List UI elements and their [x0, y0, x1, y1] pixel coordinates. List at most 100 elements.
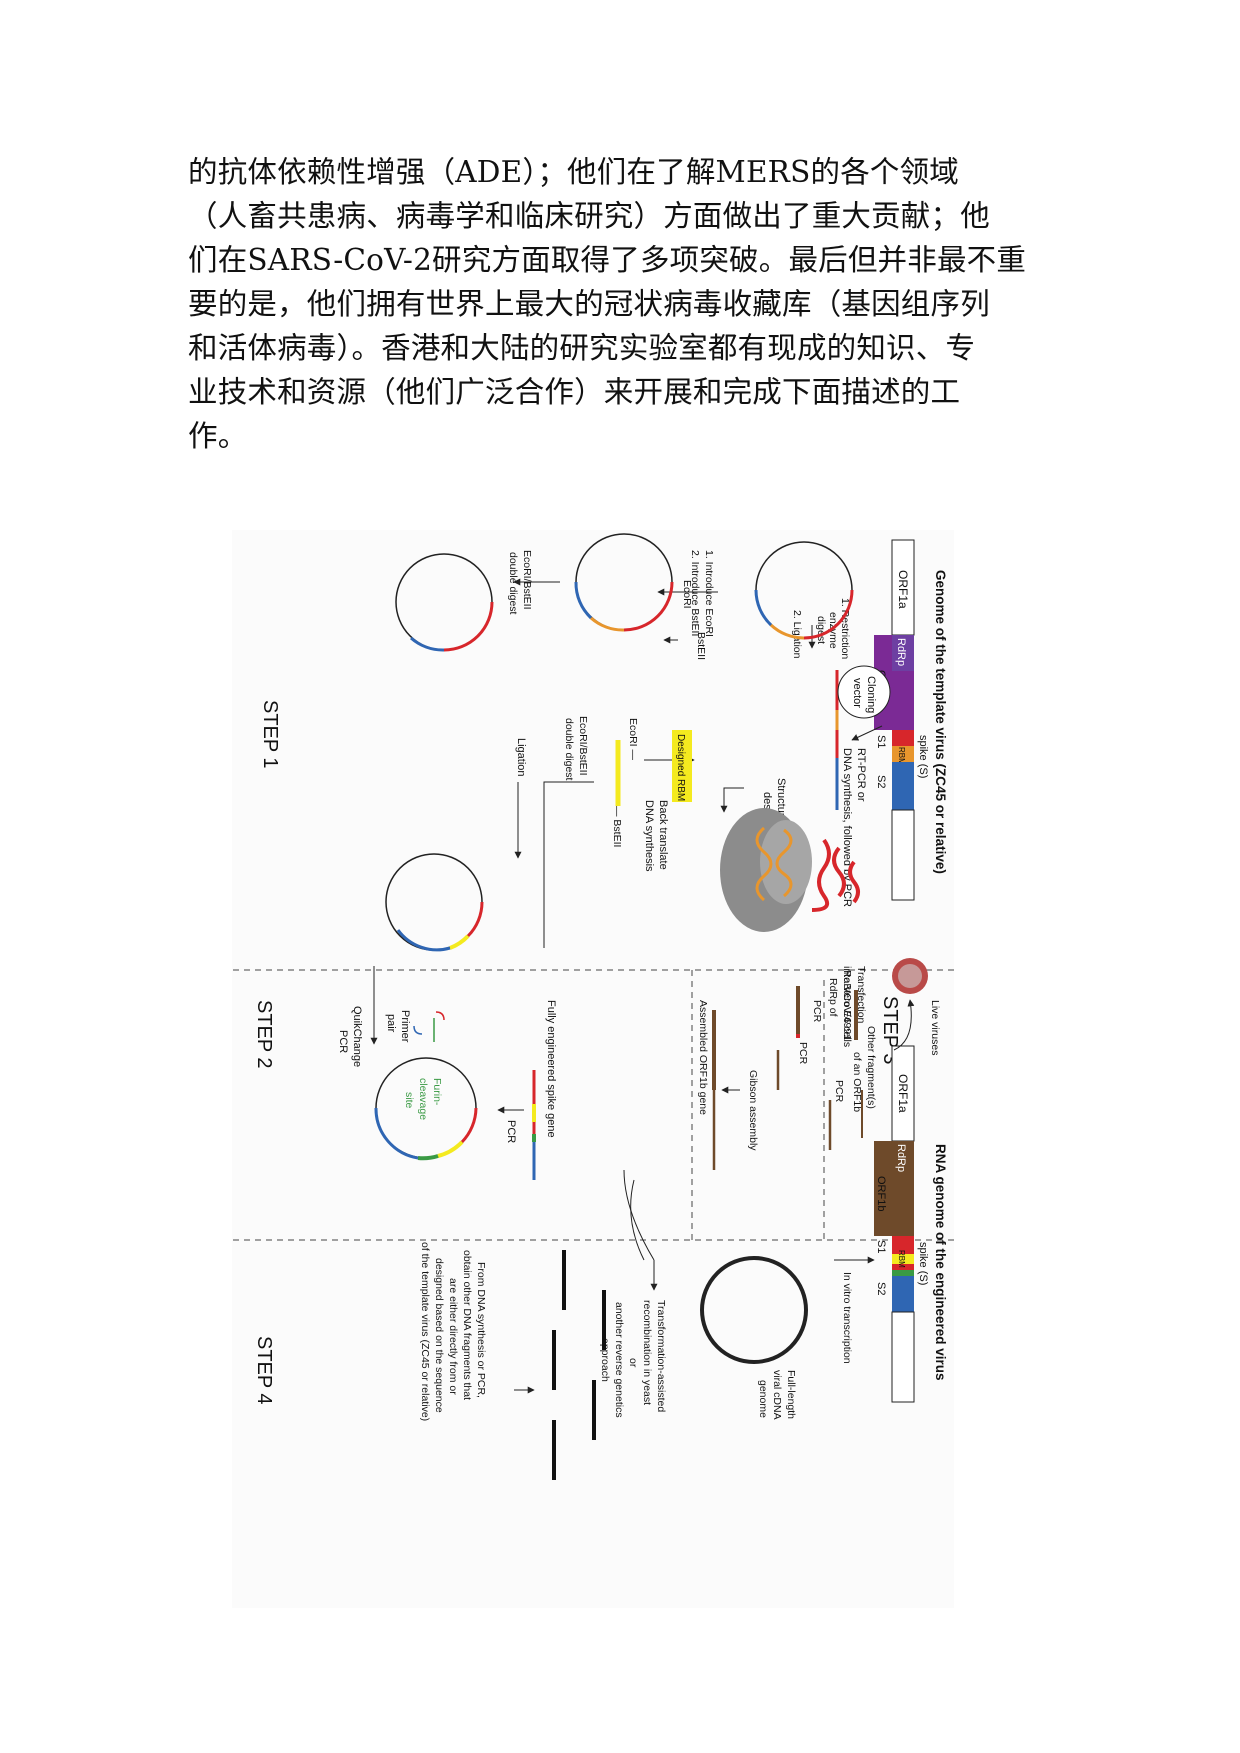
- cloning-vector: Cloning vector: [837, 665, 891, 719]
- step3-pcr-label-3: PCR: [833, 1080, 845, 1103]
- introduce-line-2: 2. Introduce BstEII: [689, 550, 701, 636]
- from-dna-line-1: From DNA synthesis or PCR,: [475, 1262, 487, 1398]
- restriction-line-1: 1. Restriction: [839, 598, 851, 659]
- rdrp-label: RdRp: [895, 638, 907, 666]
- double-digest-2-line-2: double digest: [563, 718, 575, 781]
- full-length-line-3: genome: [757, 1380, 769, 1418]
- plasmid-4: [385, 853, 484, 952]
- primer-pair-line-1: Primer: [399, 1010, 411, 1043]
- rtpcr-line-1: RT-PCR or: [855, 748, 867, 802]
- template-genome: Genome of the template virus (ZC45 or re…: [841, 539, 948, 907]
- paragraph-line: 的抗体依赖性增强（ADE）；他们在了解MERS的各个领域: [188, 155, 960, 189]
- furin-line-1: Furin-: [431, 1078, 443, 1106]
- double-digest-1-line-1: EcoRI/BstEII: [521, 550, 533, 610]
- back-translate-line-1: Back translate: [657, 800, 669, 870]
- rtpcr-arrow: [851, 725, 883, 741]
- restriction-line-4: 2. Ligation: [791, 610, 803, 659]
- furin-line-3: site: [403, 1092, 415, 1109]
- other-fragments-line-2: of an ORF1b: [851, 1052, 863, 1112]
- assembled-label: Assembled ORF1b gene: [697, 1000, 709, 1115]
- primer-pair-line-2: pair: [385, 1014, 397, 1033]
- rotated-diagram: Genome of the template virus (ZC45 or re…: [232, 533, 954, 1480]
- restriction-text: 1. Restriction enzyme digest 2. Ligation: [791, 598, 851, 659]
- dash-bsteii-label: — BstEII: [611, 806, 623, 847]
- cloning-vector-line-1: Cloning: [865, 676, 877, 713]
- designed-rbm-box: [672, 730, 692, 802]
- ligation-label: Ligation: [515, 738, 527, 777]
- quikchange-line-1: QuikChange: [351, 1006, 363, 1067]
- s2-label: S2: [875, 775, 887, 788]
- transformation-line-3: or: [627, 1358, 639, 1368]
- step1-label: STEP 1: [259, 700, 281, 769]
- ecori-label: EcoRI: [681, 580, 693, 609]
- s2-segment: [892, 762, 914, 810]
- restriction-line-3: digest: [815, 616, 827, 644]
- double-digest-2-line-1: EcoRI/BstEII: [577, 716, 589, 776]
- transformation-line-1: Transformation-assisted: [655, 1300, 667, 1412]
- transfection-line-2: into Vero E6 cells: [841, 966, 853, 1047]
- transfection-line-1: Transfection: [855, 966, 867, 1024]
- engineered-s2-label: S2: [875, 1282, 887, 1295]
- rbm-segment: [892, 746, 914, 762]
- engineered-orf1b-label: ORF1b: [875, 1176, 887, 1211]
- double-digest-1: EcoRI/BstEII double digest: [507, 550, 560, 615]
- orf1a-label: ORF1a: [896, 570, 910, 609]
- engineered-s1-label: S1: [875, 1240, 887, 1253]
- paragraph-line: （人畜共患病、病毒学和临床研究）方面做出了重大贡献；他: [188, 199, 990, 233]
- structure-guided-design: Structure-guided design: [720, 778, 860, 932]
- step2: Primer pair QuikChange PCR Furin- cleava: [253, 966, 557, 1180]
- plasmid-2: EcoRI BstEII: [574, 533, 707, 660]
- full-length-line-1: Full-length: [785, 1370, 797, 1419]
- introduce-line-1: 1. Introduce EcoRI: [703, 550, 715, 637]
- rdrp-of-line-1: RdRp of: [827, 978, 839, 1017]
- paragraph-line: 业技术和资源（他们广泛合作）来开展和完成下面描述的工: [188, 375, 961, 409]
- cloning-vector-line-2: vector: [851, 678, 863, 708]
- from-dna-line-4: designed based on the sequence: [433, 1258, 445, 1413]
- live-viruses-label: Live viruses: [929, 1000, 941, 1055]
- paragraph-line: 们在SARS-CoV-2研究方面取得了多项突破。最后但并非最不重: [188, 243, 1027, 277]
- full-length-line-2: viral cDNA: [771, 1370, 783, 1420]
- furin-line-2: cleavage: [417, 1078, 429, 1120]
- quikchange-line-2: PCR: [337, 1030, 349, 1053]
- transformation-line-2: recombination in yeast: [641, 1300, 653, 1405]
- designed-rbm: Designed RBM Back translate DNA synthesi…: [514, 716, 695, 948]
- other-fragments-line-1: Other fragment(s): [865, 1026, 877, 1109]
- step3-pcr-label-1: PCR: [811, 1000, 823, 1023]
- step2-label: STEP 2: [253, 1000, 275, 1069]
- body-paragraph: 的抗体依赖性增强（ADE）；他们在了解MERS的各个领域 （人畜共患病、病毒学和…: [188, 150, 1068, 458]
- rdrp-of-line-2: RaBtCoV/4991: [841, 970, 853, 1040]
- step2-pcr-label: PCR: [505, 1120, 517, 1143]
- designed-rbm-label: Designed RBM: [675, 734, 686, 801]
- in-vitro-label: In vitro transcription: [841, 1272, 853, 1364]
- template-genome-title: Genome of the template virus (ZC45 or re…: [933, 570, 948, 874]
- s1-label: S1: [875, 735, 887, 748]
- transformation-line-4: another reverse genetics: [613, 1302, 625, 1418]
- engineered-title: RNA genome of the engineered virus: [933, 1144, 948, 1381]
- fully-engineered-label: Fully engineered spike gene: [545, 1000, 557, 1138]
- ecori-dash-label: EcoRI —: [627, 718, 639, 761]
- spike-label: spike (S): [917, 735, 929, 778]
- bsteii-label: BstEII: [695, 632, 707, 660]
- protein-structure-image: [720, 808, 860, 932]
- engineered-spike-label: spike (S): [917, 1242, 929, 1285]
- engineered-rbm-label: RBM: [897, 1250, 906, 1268]
- plasmid-3: [395, 553, 494, 652]
- plasmid-1: [754, 541, 854, 640]
- from-dna-line-5: of the template virus (ZC45 or relative): [419, 1242, 431, 1421]
- engineered-genome: RNA genome of the engineered virus ORF1a…: [841, 958, 948, 1403]
- restriction-line-2: enzyme: [827, 612, 839, 649]
- gibson-label: Gibson assembly: [747, 1070, 759, 1151]
- back-translate-line-2: DNA synthesis: [643, 800, 655, 872]
- introduce-sites: 1. Introduce EcoRI 2. Introduce BstEII: [657, 550, 718, 637]
- rbm-label: RBM: [897, 747, 906, 765]
- engineered-rdrp-label: RdRp: [895, 1144, 907, 1172]
- paragraph-line: 要的是，他们拥有世界上最大的冠状病毒收藏库（基因组序列: [188, 287, 990, 321]
- rdrp-segment: [892, 635, 914, 671]
- step4: Full-length viral cDNA genome In vitro t…: [253, 1169, 875, 1480]
- from-dna-line-2: obtain other DNA fragments that: [461, 1250, 473, 1400]
- engineered-virus-figure: Genome of the template virus (ZC45 or re…: [232, 530, 954, 1608]
- double-digest-1-line-2: double digest: [507, 552, 519, 615]
- step4-label: STEP 4: [253, 1336, 275, 1405]
- paragraph-line: 和活体病毒）。香港和大陆的研究实验室都有现成的知识、专: [188, 331, 976, 365]
